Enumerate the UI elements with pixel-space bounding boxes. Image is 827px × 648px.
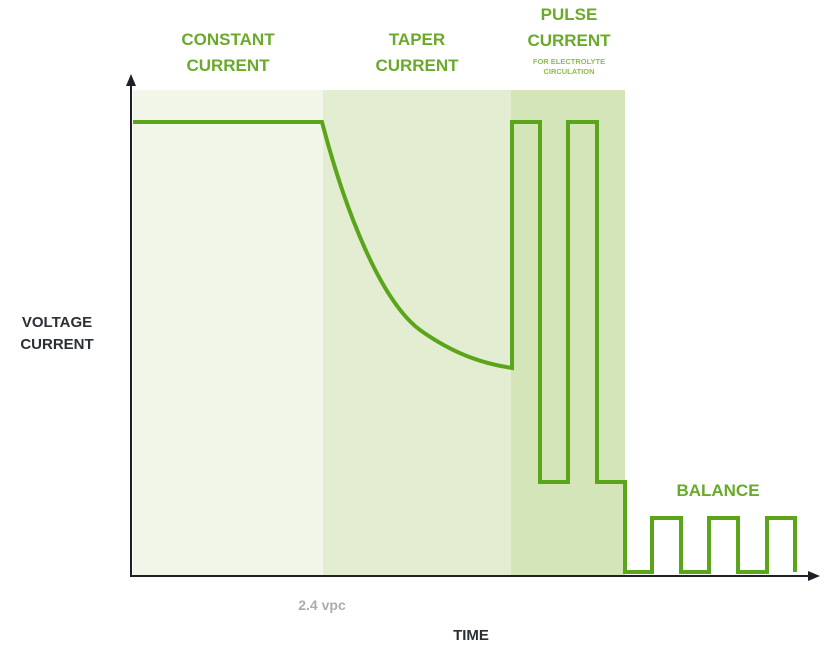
constant-current-label-line1: CONSTANT	[181, 30, 275, 49]
taper-current-label-line1: TAPER	[389, 30, 445, 49]
pulse-current-sub-line2: CIRCULATION	[543, 67, 594, 76]
pulse-current-sub-line1: FOR ELECTROLYTE	[533, 57, 605, 66]
constant-current-label-line2: CURRENT	[186, 56, 270, 75]
y-axis-label-line1: VOLTAGE	[22, 314, 92, 331]
charging-profile-line	[133, 120, 797, 574]
y-axis-arrowhead	[126, 74, 136, 86]
voltage-threshold-note: 2.4 vpc	[298, 597, 346, 613]
pulse-current-label-line2: CURRENT	[527, 31, 611, 50]
pulse-current-label-line1: PULSE	[541, 5, 598, 24]
taper-current-label-line2: CURRENT	[375, 56, 459, 75]
x-axis-label: TIME	[453, 627, 489, 644]
y-axis-label-line2: CURRENT	[20, 336, 93, 353]
taper-current-band	[323, 90, 511, 576]
balance-label: BALANCE	[676, 481, 759, 500]
constant-current-band	[133, 90, 323, 576]
x-axis-arrowhead	[808, 571, 820, 581]
